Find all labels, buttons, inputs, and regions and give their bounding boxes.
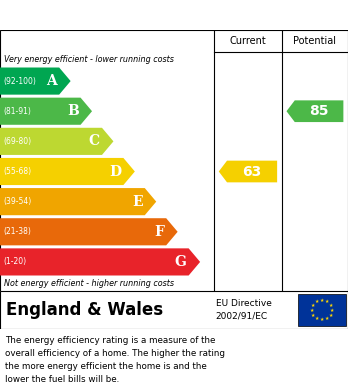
Text: ★: ★ xyxy=(310,307,314,312)
Bar xyxy=(298,294,346,326)
Polygon shape xyxy=(0,188,156,215)
Text: (21-38): (21-38) xyxy=(3,227,31,236)
Text: G: G xyxy=(175,255,187,269)
Polygon shape xyxy=(286,100,343,122)
Text: C: C xyxy=(89,135,100,148)
Text: ★: ★ xyxy=(329,312,333,317)
Text: ★: ★ xyxy=(315,316,319,321)
Polygon shape xyxy=(0,98,92,125)
Text: ★: ★ xyxy=(325,316,329,321)
Text: (81-91): (81-91) xyxy=(3,107,31,116)
Text: Current: Current xyxy=(230,36,266,46)
Text: The energy efficiency rating is a measure of the
overall efficiency of a home. T: The energy efficiency rating is a measur… xyxy=(5,336,225,384)
Text: B: B xyxy=(67,104,79,118)
Text: ★: ★ xyxy=(320,298,324,303)
Polygon shape xyxy=(0,158,135,185)
Text: (39-54): (39-54) xyxy=(3,197,31,206)
Text: 85: 85 xyxy=(309,104,329,118)
Text: (92-100): (92-100) xyxy=(3,77,36,86)
Text: ★: ★ xyxy=(330,307,334,312)
Text: D: D xyxy=(109,165,121,179)
Text: ★: ★ xyxy=(311,312,315,317)
Text: ★: ★ xyxy=(329,303,333,307)
Text: Potential: Potential xyxy=(293,36,337,46)
Text: ★: ★ xyxy=(325,299,329,304)
Text: (69-80): (69-80) xyxy=(3,137,31,146)
Polygon shape xyxy=(0,68,71,95)
Text: England & Wales: England & Wales xyxy=(6,301,163,319)
Text: (1-20): (1-20) xyxy=(3,257,26,266)
Polygon shape xyxy=(0,248,200,276)
Text: EU Directive
2002/91/EC: EU Directive 2002/91/EC xyxy=(216,299,272,321)
Text: 63: 63 xyxy=(243,165,262,179)
Polygon shape xyxy=(219,161,277,182)
Text: Energy Efficiency Rating: Energy Efficiency Rating xyxy=(10,7,213,23)
Text: (55-68): (55-68) xyxy=(3,167,31,176)
Text: ★: ★ xyxy=(315,299,319,304)
Polygon shape xyxy=(0,218,177,246)
Text: Very energy efficient - lower running costs: Very energy efficient - lower running co… xyxy=(4,54,174,63)
Text: ★: ★ xyxy=(311,303,315,307)
Polygon shape xyxy=(0,128,113,155)
Text: E: E xyxy=(132,195,143,209)
Text: ★: ★ xyxy=(320,317,324,323)
Text: A: A xyxy=(46,74,57,88)
Text: Not energy efficient - higher running costs: Not energy efficient - higher running co… xyxy=(4,280,174,289)
Text: F: F xyxy=(154,225,164,239)
